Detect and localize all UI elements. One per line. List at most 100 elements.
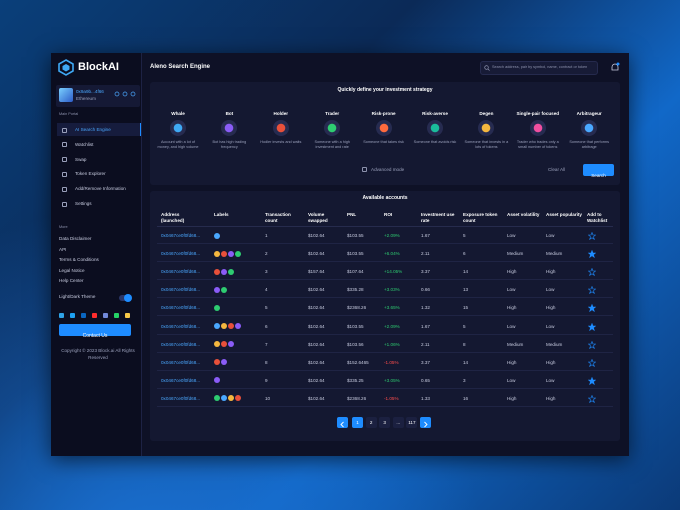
advanced-mode-label: Advanced mode [371, 167, 405, 172]
table-cell: 0.66 [421, 287, 430, 293]
watchlist-star[interactable] [588, 286, 596, 295]
card-label: Risk-prone [371, 111, 396, 116]
card-label: Degen [479, 111, 494, 116]
menu-item[interactable] [57, 123, 141, 136]
menu-item[interactable] [57, 153, 141, 166]
more-link[interactable]: Data Disclaimer [59, 236, 92, 241]
menu-icon [62, 127, 67, 133]
label-icon [221, 286, 227, 293]
menu-icon [62, 186, 67, 192]
prev-button[interactable] [337, 417, 348, 428]
card-icon [529, 120, 546, 136]
notification-bell[interactable] [610, 62, 620, 73]
card-icon [324, 120, 341, 136]
table-cell: $102.64 [308, 323, 325, 329]
section-label: Main Portal [59, 112, 79, 116]
user-actions[interactable] [114, 91, 136, 97]
row-divider [157, 351, 613, 353]
more-link[interactable]: API [59, 246, 67, 252]
table-cell: 3 [265, 269, 268, 275]
table-cell: $152.6465 [347, 359, 369, 365]
table-cell[interactable]: 0x0467ce0f0fd68... [161, 395, 201, 401]
checkbox[interactable] [362, 167, 367, 172]
table-cell: -1.05% [384, 359, 399, 365]
more-link[interactable]: Help Center [59, 278, 84, 283]
avatar [59, 88, 73, 102]
card-description: Hodler invests and waits [260, 140, 302, 144]
table-cell: +6.04% [384, 251, 400, 257]
label-icon [228, 250, 234, 257]
table-cell[interactable]: 0x0467ce0f0fd68... [161, 287, 201, 293]
button-label: Search [591, 173, 606, 178]
label-icon [221, 359, 227, 366]
row-divider [157, 315, 613, 316]
table-cell: Low [546, 233, 555, 238]
watchlist-star[interactable] [588, 250, 596, 259]
watchlist-star[interactable] [588, 358, 596, 367]
table-cell: 1.32 [421, 305, 430, 311]
more-link[interactable]: Legal Notice [59, 267, 85, 273]
column-header: Add to Watchlist [587, 212, 608, 223]
table-cell: Medium [546, 251, 563, 257]
page-button[interactable]: 117 [406, 417, 418, 428]
table-cell: +2.09% [384, 323, 400, 329]
social-icons[interactable] [59, 313, 133, 319]
table-cell: 5 [463, 233, 466, 238]
table-cell[interactable]: 0x0467ce0f0fd68... [161, 377, 201, 383]
table-cell: 14 [463, 269, 469, 275]
table-cell: 3.37 [421, 359, 430, 365]
label-icon [235, 323, 241, 329]
page-button[interactable]: ... [392, 417, 404, 428]
menu-item[interactable] [57, 197, 141, 210]
label-icon [235, 250, 241, 257]
table-cell: 14 [463, 359, 469, 365]
contact-button[interactable]: Contact Us [59, 324, 131, 339]
table-cell[interactable]: 0x0467ce0f0fd68... [161, 305, 201, 311]
table-cell[interactable]: 0x0467ce0f0fd68... [161, 269, 201, 275]
table-cell[interactable]: 0x0467ce0f0fd68... [161, 251, 201, 257]
watchlist-star[interactable] [588, 376, 596, 385]
label-icon [228, 268, 234, 275]
table-cell: High [546, 359, 556, 365]
label-icon [214, 395, 220, 402]
next-button[interactable] [420, 417, 431, 428]
page-button[interactable]: 3 [379, 417, 391, 428]
page-button[interactable]: 2 [365, 417, 377, 428]
table-cell: 16 [463, 395, 469, 401]
table-cell: Low [507, 287, 516, 293]
table-cell: 6 [463, 251, 466, 257]
column-header: PNL [347, 212, 357, 217]
page-button[interactable]: 1 [352, 417, 363, 428]
watchlist-star[interactable] [588, 394, 596, 403]
card-description: Account with a lot of money, and high vo… [157, 140, 199, 149]
card-icon [375, 120, 392, 136]
table-cell: 1.33 [421, 395, 430, 401]
card-label: Trader [325, 111, 340, 116]
table-cell: Medium [546, 341, 563, 347]
watchlist-star[interactable] [588, 268, 596, 277]
label-icon [214, 232, 220, 239]
theme-toggle[interactable] [119, 294, 132, 302]
clear-button[interactable]: Clear All [548, 167, 566, 172]
more-link[interactable]: Terms & Conditions [59, 257, 99, 262]
table-cell: $103.55 [347, 251, 364, 257]
user-card[interactable] [56, 85, 140, 107]
card-description: Trader who trades only a small number of… [516, 140, 559, 149]
label-icon [228, 323, 234, 329]
table-cell[interactable]: 0x0467ce0f0fd68... [161, 233, 201, 238]
card-description: Someone that avoids risk [413, 140, 457, 144]
table-cell[interactable]: 0x0467ce0f0fd68... [161, 341, 201, 347]
menu-item[interactable] [57, 138, 141, 151]
table-cell[interactable]: 0x0467ce0f0fd68... [161, 359, 201, 365]
watchlist-star[interactable] [588, 340, 596, 349]
label-icon [214, 286, 220, 293]
table-cell: 2.11 [421, 251, 430, 257]
table-cell[interactable]: 0x0467ce0f0fd68... [161, 323, 201, 329]
watchlist-star[interactable] [588, 232, 596, 240]
label-icon [214, 341, 220, 348]
search-button[interactable]: Search [583, 164, 614, 178]
watchlist-star[interactable] [588, 322, 596, 331]
search-input[interactable] [480, 61, 598, 75]
watchlist-star[interactable] [588, 304, 596, 313]
table-cell: $102.64 [308, 359, 325, 365]
